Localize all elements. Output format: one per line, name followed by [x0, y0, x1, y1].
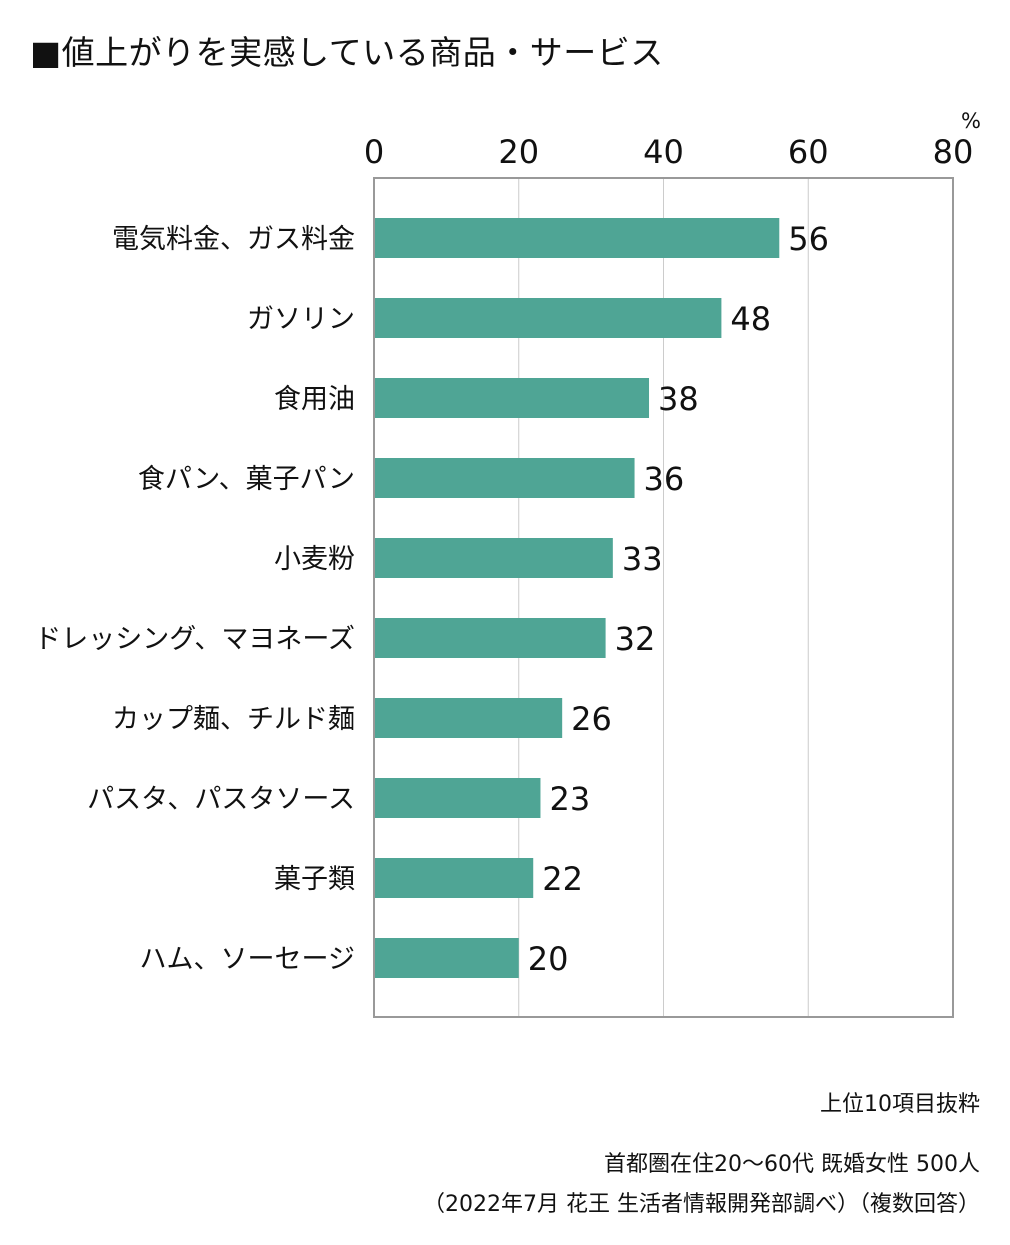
x-tick-label-80: 80	[933, 133, 974, 171]
value-label-2: 38	[658, 380, 699, 418]
category-label-9: ハム、ソーセージ	[140, 944, 355, 975]
category-label-3: 食パン、菓子パン	[138, 464, 355, 495]
bar-0	[374, 218, 780, 258]
x-tick-label-40: 40	[643, 133, 684, 171]
note-source: （2022年7月 花王 生活者情報開発部調べ）（複数回答）	[423, 1192, 980, 1217]
value-label-3: 36	[644, 460, 685, 498]
value-labels: 56 48 38 36 33 32 26 23 22 20	[528, 220, 829, 978]
category-label-1: ガソリン	[247, 304, 355, 335]
bar-5	[374, 618, 606, 658]
note-top10: 上位10項目抜粋	[820, 1092, 980, 1117]
value-label-6: 26	[571, 700, 612, 738]
bar-1	[374, 298, 722, 338]
chart-title: ■値上がりを実感している商品・サービス	[30, 33, 664, 72]
value-label-4: 33	[622, 540, 663, 578]
category-label-2: 食用油	[274, 384, 355, 415]
bar-4	[374, 538, 613, 578]
category-label-0: 電気料金、ガス料金	[112, 224, 355, 255]
category-label-8: 菓子類	[274, 864, 355, 895]
value-label-8: 22	[542, 860, 583, 898]
bar-6	[374, 698, 563, 738]
bar-7	[374, 778, 541, 818]
bar-8	[374, 858, 534, 898]
category-label-4: 小麦粉	[274, 544, 355, 575]
plot-frame	[373, 177, 954, 1018]
value-label-0: 56	[788, 220, 829, 258]
x-tick-label-20: 20	[498, 133, 539, 171]
value-label-9: 20	[528, 940, 569, 978]
category-label-5: ドレッシング、マヨネーズ	[34, 624, 355, 655]
x-tick-label-0: 0	[364, 133, 384, 171]
x-axis-ticks: 0 20 40 60 80	[364, 133, 974, 171]
category-label-6: カップ麺、チルド麺	[112, 704, 355, 735]
unit-label: %	[961, 109, 981, 133]
bar-9	[374, 938, 519, 978]
bars	[374, 218, 780, 978]
x-tick-label-60: 60	[788, 133, 829, 171]
bar-3	[374, 458, 635, 498]
value-label-7: 23	[549, 780, 590, 818]
category-labels: 電気料金、ガス料金ガソリン食用油食パン、菓子パン小麦粉ドレッシング、マヨネーズカ…	[34, 224, 355, 975]
note-sample: 首都圏在住20～60代 既婚女性 500人	[604, 1152, 980, 1177]
bar-2	[374, 378, 650, 418]
value-label-5: 32	[615, 620, 656, 658]
category-label-7: パスタ、パスタソース	[87, 784, 355, 815]
bar-chart: 0 20 40 60 80 % 電気料金、ガス料金ガソリン食用油食パン、菓子パン小麦粉ド…	[34, 109, 981, 1018]
value-label-1: 48	[730, 300, 771, 338]
